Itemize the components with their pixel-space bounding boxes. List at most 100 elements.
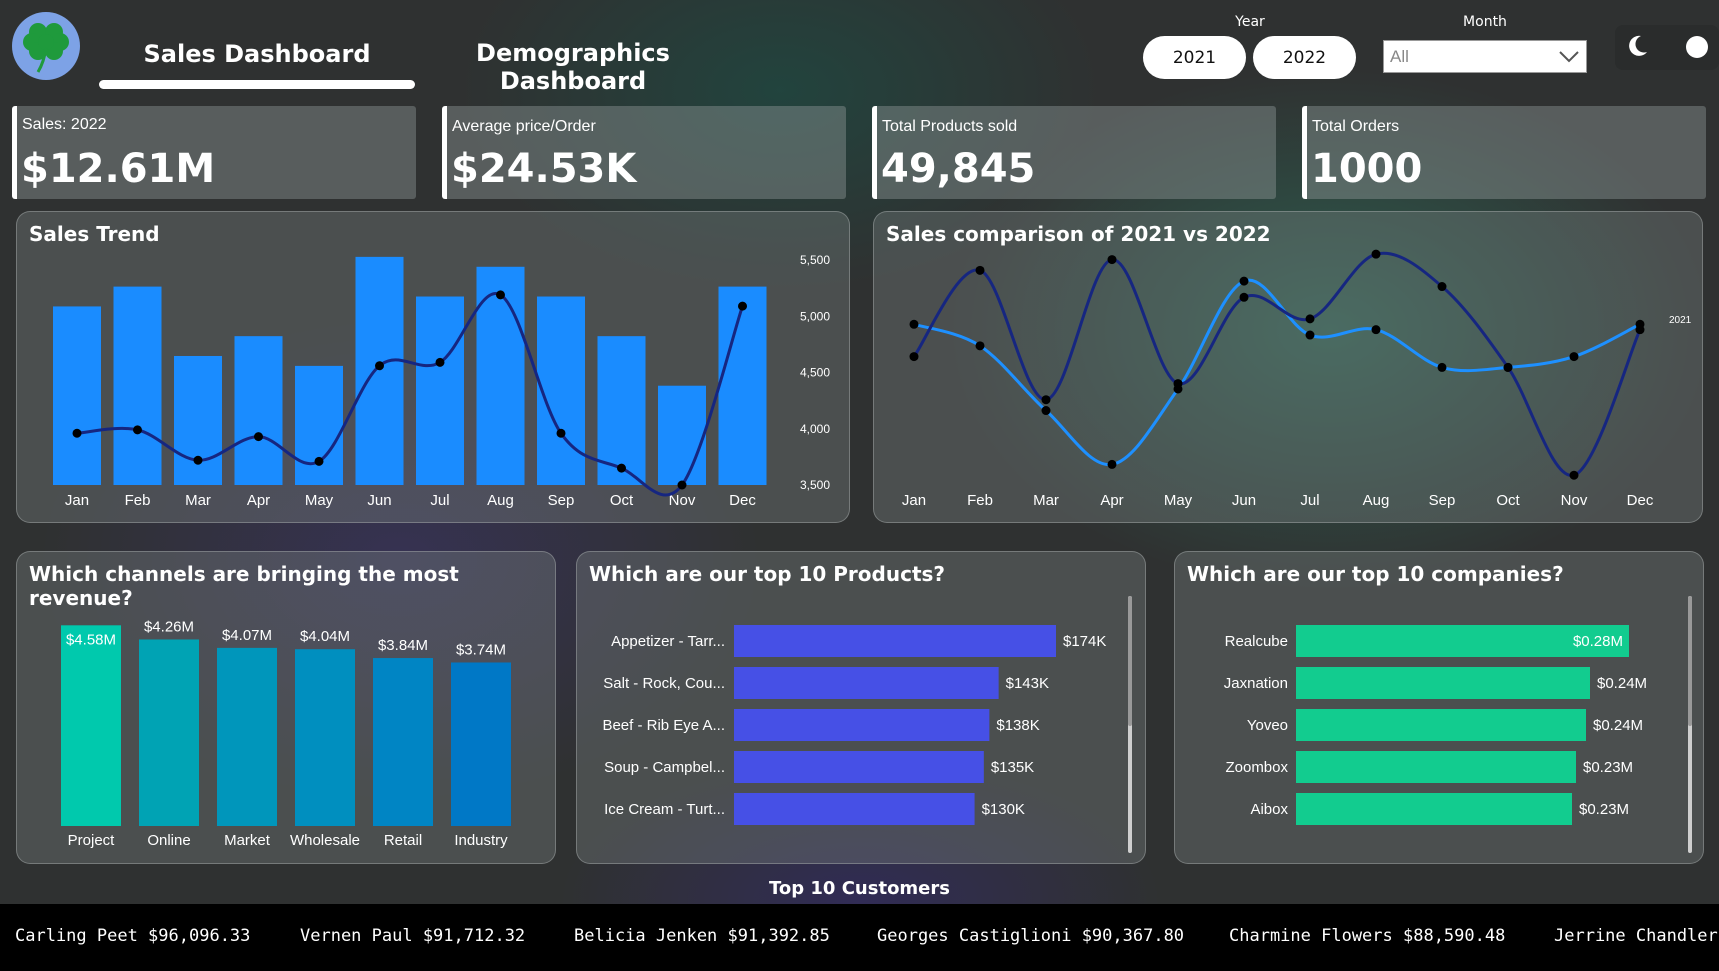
comparison-point bbox=[1569, 352, 1579, 362]
channel-x-tick: Retail bbox=[384, 832, 422, 849]
company-bar bbox=[1296, 709, 1586, 741]
month-select[interactable]: All bbox=[1383, 40, 1587, 73]
trend-orders-point bbox=[496, 290, 505, 300]
comparison-point bbox=[975, 341, 985, 351]
comparison-x-tick: Dec bbox=[1627, 492, 1654, 509]
product-label: Soup - Campbel... bbox=[604, 759, 725, 776]
product-value-label: $174K bbox=[1063, 633, 1106, 650]
customer-item: Belicia Jenken $91,392.85 bbox=[574, 926, 830, 946]
trend-orders-point bbox=[72, 428, 82, 438]
comparison-point bbox=[909, 319, 919, 329]
channel-bar bbox=[373, 658, 433, 826]
trend-orders-point bbox=[435, 357, 445, 367]
company-bar bbox=[1296, 793, 1572, 825]
sales-trend-chart: Jan Feb Mar Apr May Jun Jul Aug Sep Oct Nov Dec 5,50… bbox=[53, 253, 830, 509]
comparison-x-tick: Jul bbox=[1300, 492, 1319, 509]
comparison-point bbox=[1305, 314, 1315, 324]
companies-scrollbar-thumb[interactable] bbox=[1688, 596, 1692, 726]
company-label: Yoveo bbox=[1247, 717, 1288, 734]
trend-x-tick: Sep bbox=[548, 492, 575, 509]
trend-orders-point bbox=[738, 301, 747, 311]
year-2021-button[interactable]: 2021 bbox=[1143, 36, 1246, 79]
chevron-down-icon bbox=[1559, 50, 1579, 62]
company-label: Aibox bbox=[1250, 801, 1288, 818]
comparison-x-tick: Mar bbox=[1033, 492, 1059, 509]
comparison-point bbox=[1305, 330, 1315, 340]
trend-x-tick: Aug bbox=[487, 492, 514, 509]
kpi-sales: Sales: 2022 $12.61M bbox=[12, 106, 416, 199]
comparison-point bbox=[1437, 362, 1447, 372]
kpi-label: Sales: 2022 bbox=[22, 116, 107, 133]
product-label: Appetizer - Tarr... bbox=[611, 633, 725, 650]
trend-orders-point bbox=[375, 361, 384, 371]
comparison-line-2021 bbox=[912, 251, 1642, 477]
channel-bar bbox=[61, 625, 121, 826]
top-customers-ticker: Carling Peet $96,096.33 Vernen Paul $91,… bbox=[0, 904, 1719, 971]
trend-bar bbox=[53, 306, 101, 485]
channel-value-label: $4.58M bbox=[66, 631, 116, 648]
trend-orders-point bbox=[314, 456, 324, 466]
channel-bar bbox=[217, 647, 277, 826]
trend-x-tick: Jan bbox=[65, 492, 89, 509]
kpi-label: Average price/Order bbox=[452, 118, 596, 135]
product-bar bbox=[734, 625, 1056, 657]
trend-bar bbox=[597, 336, 646, 485]
sales-comparison-title: Sales comparison of 2021 vs 2022 bbox=[886, 222, 1271, 246]
trend-orders-point bbox=[677, 480, 687, 490]
channel-value-label: $4.07M bbox=[222, 627, 272, 644]
products-scrollbar[interactable] bbox=[1128, 596, 1132, 853]
products-scrollbar-thumb[interactable] bbox=[1128, 596, 1132, 726]
channel-bar bbox=[139, 639, 199, 826]
year-2022-button[interactable]: 2022 bbox=[1253, 36, 1356, 79]
trend-x-tick: Mar bbox=[185, 492, 211, 509]
channel-x-tick: Project bbox=[68, 832, 116, 849]
kpi-total-products: Total Products sold 49,845 bbox=[872, 106, 1276, 199]
channels-chart: $4.58M Project $4.26M Online $4.07M Market $4.… bbox=[61, 618, 511, 849]
comparison-point bbox=[975, 265, 985, 275]
trend-x-tick: Oct bbox=[610, 492, 634, 509]
kpi-value: $12.61M bbox=[21, 146, 216, 192]
product-value-label: $130K bbox=[982, 801, 1025, 818]
channel-x-tick: Industry bbox=[454, 832, 508, 849]
product-value-label: $143K bbox=[1006, 675, 1049, 692]
toggle-knob-icon bbox=[1686, 36, 1708, 58]
company-value-label: $0.24M bbox=[1597, 675, 1647, 692]
comparison-x-tick: Nov bbox=[1561, 492, 1588, 509]
tab-demographics-dashboard[interactable]: Demographics Dashboard bbox=[476, 39, 670, 95]
sales-comparison-panel: Sales comparison of 2021 vs 2022 Jan Feb M… bbox=[873, 211, 1703, 523]
comparison-legend-label: 2021 bbox=[1669, 315, 1692, 326]
trend-x-tick: May bbox=[305, 492, 334, 509]
comparison-point bbox=[1173, 379, 1183, 389]
tab-sales-dashboard[interactable]: Sales Dashboard bbox=[143, 40, 371, 68]
company-label: Zoombox bbox=[1225, 759, 1288, 776]
trend-y-tick: 3,500 bbox=[800, 478, 830, 492]
sales-trend-panel: Sales Trend Jan Feb Mar Apr May Jun Jul Aug Sep O… bbox=[16, 211, 850, 523]
comparison-point bbox=[1107, 255, 1117, 265]
trend-x-tick: Jul bbox=[430, 492, 449, 509]
theme-toggle[interactable] bbox=[1615, 25, 1719, 70]
clover-icon bbox=[23, 23, 69, 73]
customer-item: Georges Castiglioni $90,367.80 bbox=[877, 926, 1185, 946]
trend-orders-point bbox=[617, 463, 626, 473]
product-label: Salt - Rock, Cou... bbox=[603, 675, 725, 692]
companies-panel: Which are our top 10 companies? Realcube… bbox=[1174, 551, 1704, 864]
kpi-label: Total Orders bbox=[1312, 118, 1400, 135]
comparison-point bbox=[1371, 249, 1381, 259]
trend-bar bbox=[658, 385, 706, 485]
product-value-label: $135K bbox=[991, 759, 1034, 776]
kpi-total-orders: Total Orders 1000 bbox=[1302, 106, 1706, 199]
channel-value-label: $4.26M bbox=[144, 618, 194, 635]
companies-scrollbar[interactable] bbox=[1688, 596, 1692, 853]
year-filter-label: Year bbox=[1235, 14, 1265, 30]
comparison-point bbox=[1041, 406, 1051, 416]
trend-y-tick: 5,000 bbox=[800, 309, 830, 323]
moon-icon bbox=[1629, 35, 1647, 56]
comparison-point bbox=[1239, 276, 1249, 286]
trend-bar bbox=[718, 286, 767, 485]
companies-title: Which are our top 10 companies? bbox=[1187, 562, 1564, 586]
trend-x-tick: Nov bbox=[669, 492, 696, 509]
trend-orders-point bbox=[133, 425, 142, 435]
comparison-point bbox=[1569, 470, 1579, 480]
top-customers-title: Top 10 Customers bbox=[769, 878, 950, 899]
customer-item: Vernen Paul $91,712.32 bbox=[300, 926, 526, 946]
